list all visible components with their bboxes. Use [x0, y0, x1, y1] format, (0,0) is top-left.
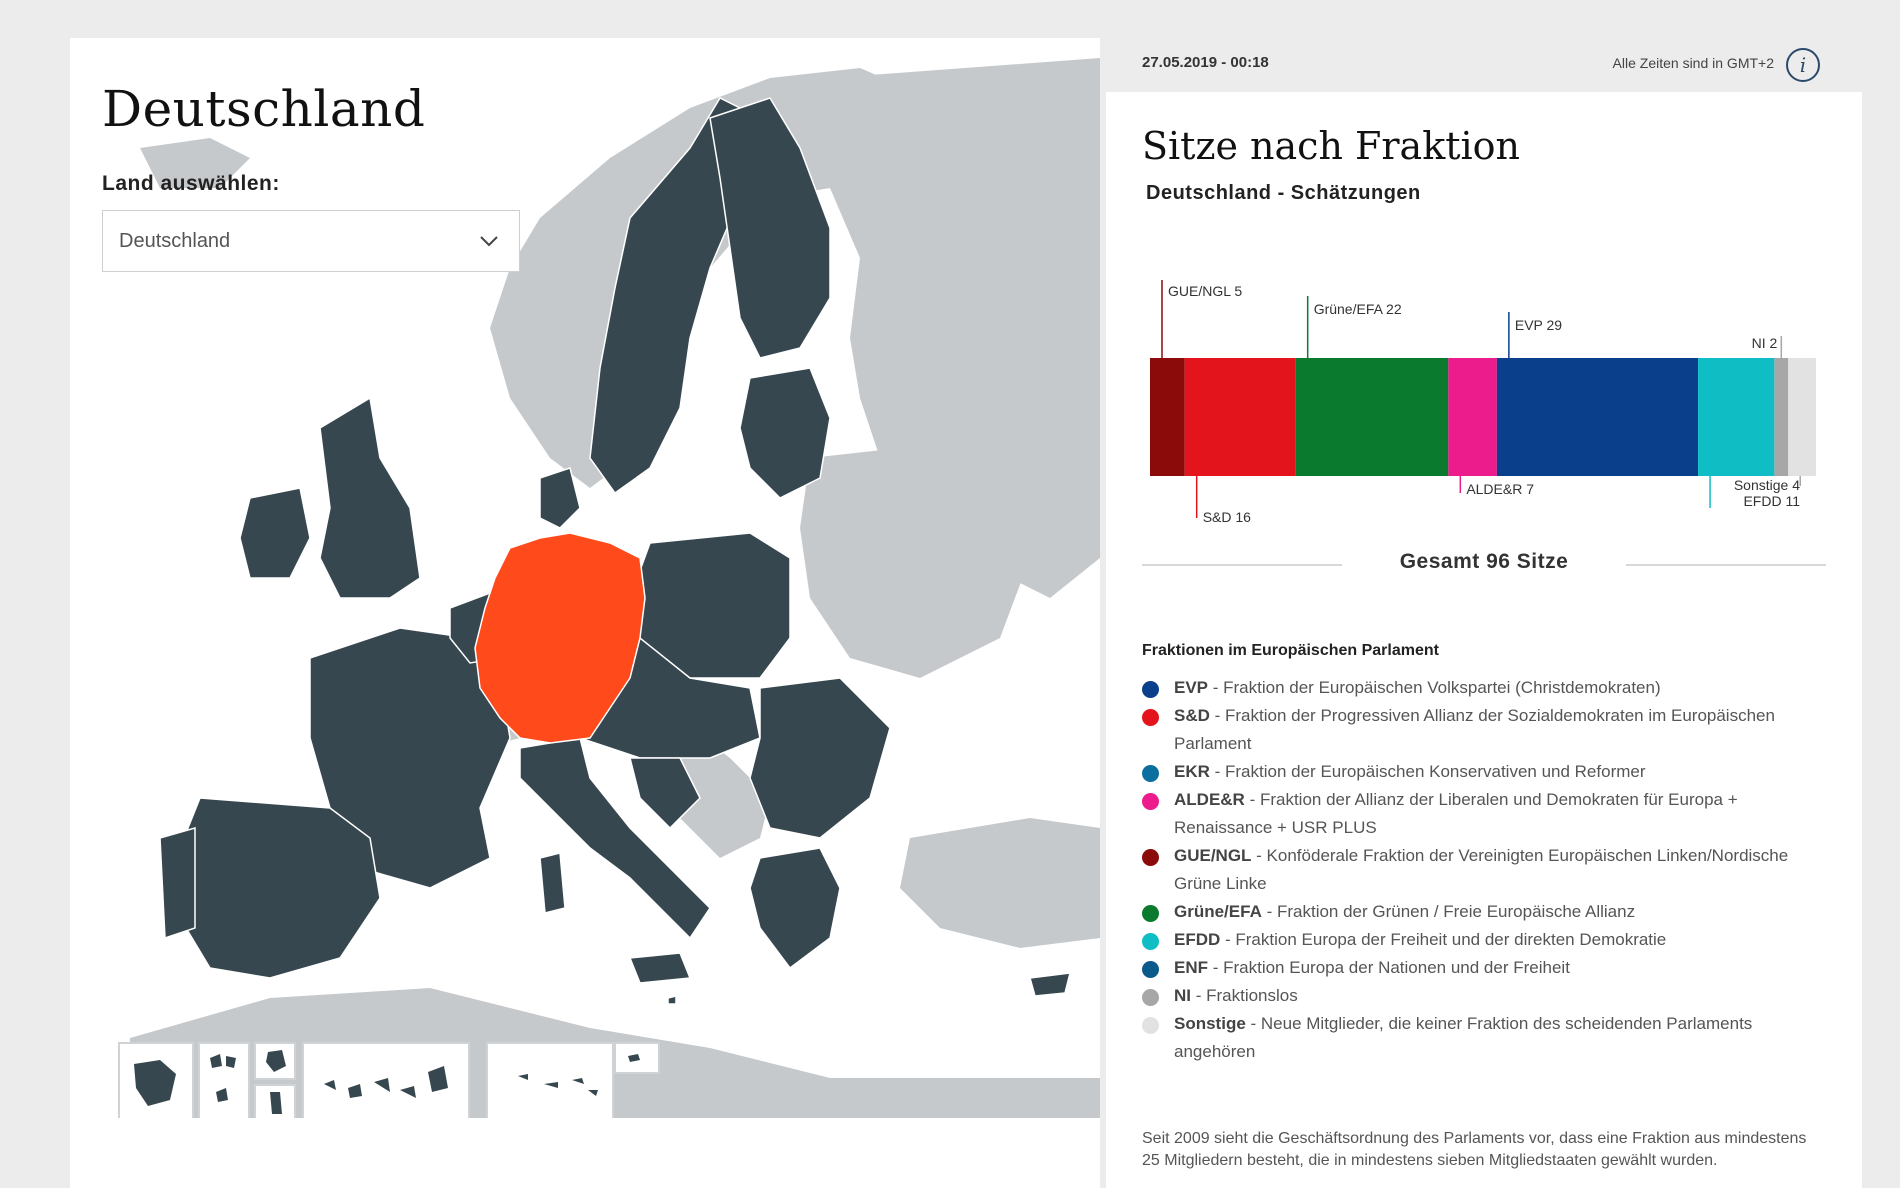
country-select[interactable]: Deutschland — [102, 210, 520, 272]
eu-countries — [159, 97, 1071, 1005]
legend-dot — [1142, 849, 1159, 866]
legend-item: ALDE&R - Fraktion der Allianz der Libera… — [1142, 786, 1832, 842]
legend-dot — [1142, 933, 1159, 950]
timezone-note: Alle Zeiten sind in GMT+2 — [1612, 55, 1774, 71]
timestamp: 27.05.2019 - 00:18 — [1142, 54, 1269, 71]
map-panel: Deutschland Land auswählen: Deutschland — [70, 38, 1100, 1188]
legend-item: EKR - Fraktion der Europäischen Konserva… — [1142, 758, 1832, 786]
legend-abbr: GUE/NGL — [1174, 846, 1252, 865]
europe-map[interactable]: Deutschland Land auswählen: Deutschland — [70, 38, 1100, 1118]
footnote: Seit 2009 sieht die Geschäftsordnung des… — [1142, 1130, 1807, 1169]
seat-bar-chart: GUE/NGL 5 S&D 16 Grüne/EFA 22 ALDE&R 7 EVP 2… — [1150, 248, 1824, 538]
legend-dot — [1142, 1017, 1159, 1034]
inset-azores[interactable] — [486, 1042, 614, 1118]
bar-segment-s-d[interactable] — [1184, 358, 1296, 476]
bar-label-gue-ngl: GUE/NGL 5 — [1168, 283, 1242, 299]
legend-item: S&D - Fraktion der Progressiven Allianz … — [1142, 702, 1832, 758]
inset-guadeloupe[interactable] — [198, 1042, 250, 1118]
legend-item: Grüne/EFA - Fraktion der Grünen / Freie … — [1142, 898, 1832, 926]
bar-label-gr-ne-efa: Grüne/EFA 22 — [1314, 301, 1402, 317]
bar-label-sonstige: Sonstige 4 — [1734, 477, 1800, 493]
inset-madeira[interactable] — [614, 1042, 660, 1074]
legend-abbr: Sonstige — [1174, 1014, 1246, 1033]
legend-abbr: ALDE&R — [1174, 790, 1245, 809]
info-icon[interactable]: i — [1786, 48, 1820, 82]
legend-item: Sonstige - Neue Mitglieder, die keiner F… — [1142, 1010, 1832, 1066]
legend-dot — [1142, 681, 1159, 698]
inset-shape — [266, 1050, 286, 1072]
legend-dot — [1142, 709, 1159, 726]
legend-desc: - Fraktion Europa der Freiheit und der d… — [1220, 930, 1667, 949]
inset-reunion[interactable] — [254, 1084, 296, 1118]
bar-segment-ni[interactable] — [1774, 358, 1789, 476]
bar-segment-efdd[interactable] — [1698, 358, 1775, 476]
bar-segment-alde-r[interactable] — [1448, 358, 1497, 476]
chart-panel: 27.05.2019 - 00:18 Alle Zeiten sind in G… — [1106, 38, 1862, 1188]
legend-item: NI - Fraktionslos — [1142, 982, 1832, 1010]
legend-desc: - Fraktion der Allianz der Liberalen und… — [1174, 790, 1738, 837]
legend-desc: - Konföderale Fraktion der Vereinigten E… — [1174, 846, 1789, 893]
legend-abbr: ENF — [1174, 958, 1208, 977]
legend-abbr: EVP — [1174, 678, 1209, 697]
total-divider-right — [1626, 564, 1826, 566]
inset-shape — [518, 1074, 598, 1096]
inset-shape — [628, 1054, 640, 1062]
legend-abbr: NI — [1174, 986, 1191, 1005]
legend-list: EVP - Fraktion der Europäischen Volkspar… — [1142, 674, 1832, 1066]
total-divider-left — [1142, 564, 1342, 566]
legend-item: EFDD - Fraktion Europa der Freiheit und … — [1142, 926, 1832, 954]
germany-highlight[interactable] — [474, 532, 646, 744]
bar-label-s-d: S&D 16 — [1203, 509, 1251, 525]
legend-item: ENF - Fraktion Europa der Nationen und d… — [1142, 954, 1832, 982]
legend-desc: - Fraktion Europa der Nationen und der F… — [1208, 958, 1570, 977]
legend-desc: - Fraktionslos — [1191, 986, 1298, 1005]
inset-canary-islands[interactable] — [302, 1042, 470, 1118]
legend-item: EVP - Fraktion der Europäischen Volkspar… — [1142, 674, 1832, 702]
bar-label-ni: NI 2 — [1752, 335, 1778, 351]
chart-subtitle: Deutschland - Schätzungen — [1146, 182, 1421, 204]
bar-segment-sonstige[interactable] — [1788, 358, 1816, 476]
legend-desc: - Fraktion der Grünen / Freie Europäisch… — [1261, 902, 1636, 921]
chart-title: Sitze nach Fraktion — [1142, 124, 1520, 168]
legend-desc: - Neue Mitglieder, die keiner Fraktion d… — [1174, 1014, 1753, 1061]
legend-item: GUE/NGL - Konföderale Fraktion der Verei… — [1142, 842, 1832, 898]
legend-dot — [1142, 905, 1159, 922]
legend-desc: - Fraktion der Progressiven Allianz der … — [1174, 706, 1775, 753]
inset-shape — [210, 1054, 236, 1102]
bar-segment-gr-ne-efa[interactable] — [1295, 358, 1449, 476]
bar-label-alde-r: ALDE&R 7 — [1466, 481, 1534, 497]
info-bar: 27.05.2019 - 00:18 Alle Zeiten sind in G… — [1106, 38, 1862, 92]
page-title: Deutschland — [102, 80, 426, 138]
inset-shape — [134, 1060, 176, 1106]
chevron-down-icon — [480, 236, 498, 247]
country-select-value: Deutschland — [119, 229, 231, 252]
legend-desc: - Fraktion der Europäischen Konservative… — [1209, 762, 1646, 781]
legend-dot — [1142, 793, 1159, 810]
bar-segment-gue-ngl[interactable] — [1150, 358, 1185, 476]
seat-bar-svg: GUE/NGL 5 S&D 16 Grüne/EFA 22 ALDE&R 7 EVP 2… — [1150, 280, 1816, 525]
bar-label-efdd: EFDD 11 — [1743, 493, 1800, 509]
legend-desc: - Fraktion der Europäischen Volkspartei … — [1208, 678, 1661, 697]
total-seats: Gesamt 96 Sitze — [1399, 550, 1569, 573]
inset-martinique[interactable] — [254, 1042, 296, 1080]
legend-abbr: EFDD — [1174, 930, 1221, 949]
legend-abbr: Grüne/EFA — [1174, 902, 1262, 921]
legend-title: Fraktionen im Europäischen Parlament — [1142, 642, 1439, 659]
legend-dot — [1142, 961, 1159, 978]
bar-segment-evp[interactable] — [1496, 358, 1699, 476]
inset-shape — [324, 1066, 448, 1098]
legend-abbr: EKR — [1174, 762, 1210, 781]
legend-dot — [1142, 989, 1159, 1006]
inset-caribbean[interactable] — [118, 1042, 194, 1118]
inset-shape — [270, 1092, 282, 1114]
select-label: Land auswählen: — [102, 172, 280, 195]
bar-label-evp: EVP 29 — [1515, 317, 1562, 333]
legend-abbr: S&D — [1174, 706, 1210, 725]
legend-dot — [1142, 765, 1159, 782]
europe-map-svg — [130, 58, 1100, 1118]
